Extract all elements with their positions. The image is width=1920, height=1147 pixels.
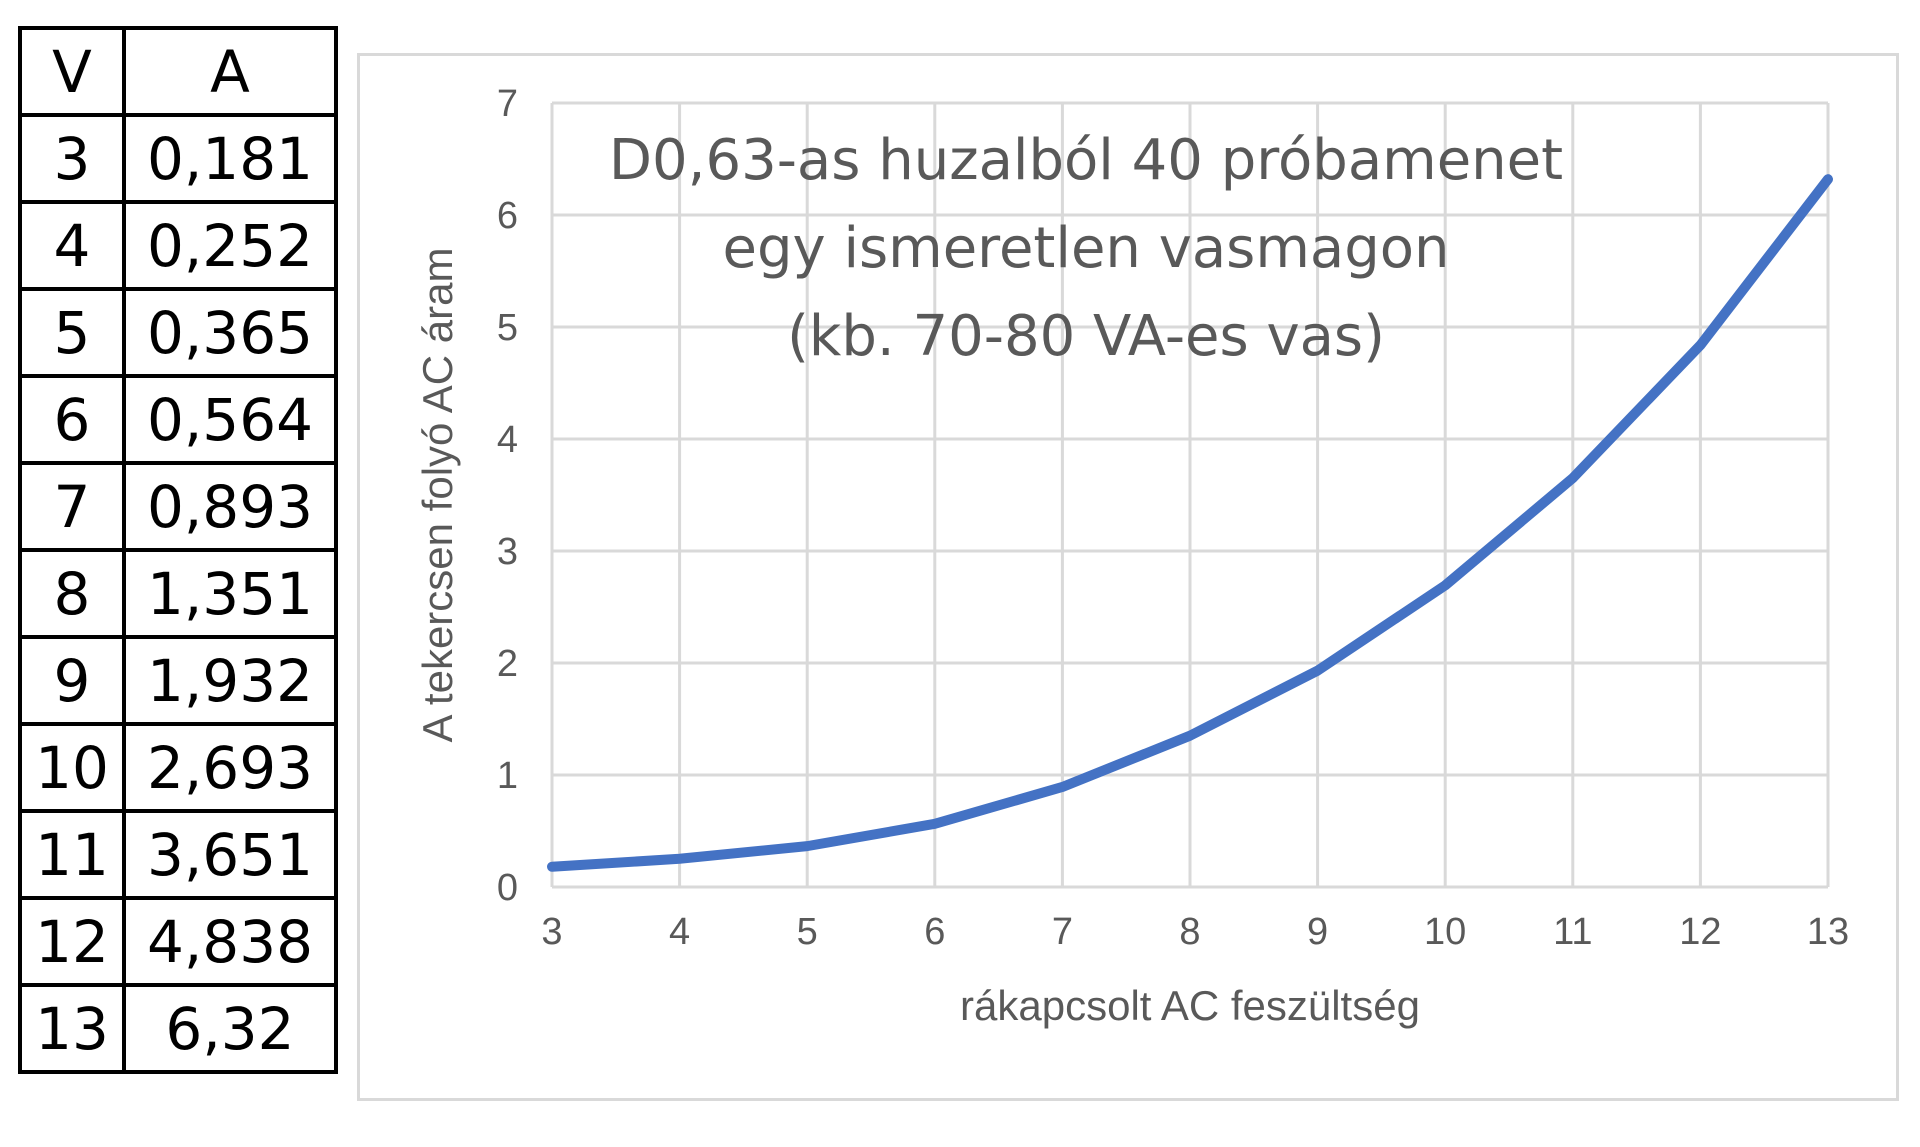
x-tick-label: 12 [1679, 911, 1721, 953]
cell-current: 0,365 [122, 287, 338, 378]
x-tick-label: 11 [1553, 911, 1592, 953]
cell-current: 4,838 [122, 896, 338, 987]
cell-current: 0,893 [122, 461, 338, 552]
cell-current: 0,564 [122, 374, 338, 465]
cell-current: 3,651 [122, 809, 338, 900]
cell-voltage: 3 [18, 113, 126, 204]
cell-current: 6,32 [122, 983, 338, 1074]
cell-current: 1,932 [122, 635, 338, 726]
data-table: V A 3 0,181 4 0,252 5 0,365 6 0,564 7 0,893 8 1,351… [18, 26, 338, 1074]
x-axis-title: rákapcsolt AC feszültség [960, 982, 1420, 1029]
table-row: 10 2,693 [18, 722, 338, 813]
chart-title-line-3: (kb. 70-80 VA-es vas) [787, 304, 1385, 369]
table-row: 9 1,932 [18, 635, 338, 726]
y-tick-label: 3 [497, 531, 518, 573]
chart-title-line-2: egy ismeretlen vasmagon [723, 216, 1450, 281]
table-row: 11 3,651 [18, 809, 338, 900]
y-tick-labels: 0 1 2 3 4 5 6 7 [497, 83, 518, 909]
y-tick-label: 7 [497, 83, 518, 125]
x-tick-label: 6 [924, 911, 945, 953]
y-tick-label: 6 [497, 195, 518, 237]
cell-current: 0,252 [122, 200, 338, 291]
x-tick-label: 4 [669, 911, 690, 953]
x-tick-label: 3 [541, 911, 562, 953]
y-tick-label: 2 [497, 643, 518, 685]
y-tick-label: 0 [497, 867, 518, 909]
x-tick-label: 10 [1424, 911, 1466, 953]
grid-lines [550, 101, 1830, 889]
table-row: 4 0,252 [18, 200, 338, 291]
table-row: 8 1,351 [18, 548, 338, 639]
cell-voltage: 6 [18, 374, 126, 465]
cell-voltage: 13 [18, 983, 126, 1074]
y-axis-title: A tekercsen folyó AC áram [414, 248, 461, 743]
cell-voltage: 7 [18, 461, 126, 552]
table-row: 5 0,365 [18, 287, 338, 378]
chart-title-line-1: D0,63-as huzalból 40 próbamenet [609, 128, 1563, 193]
table-row: 7 0,893 [18, 461, 338, 552]
x-tick-label: 9 [1307, 911, 1328, 953]
cell-current: 1,351 [122, 548, 338, 639]
table-header-row: V A [18, 26, 338, 117]
cell-voltage: 9 [18, 635, 126, 726]
table-row: 13 6,32 [18, 983, 338, 1074]
cell-current: 2,693 [122, 722, 338, 813]
x-tick-label: 7 [1052, 911, 1073, 953]
y-tick-label: 4 [497, 419, 518, 461]
cell-voltage: 8 [18, 548, 126, 639]
cell-voltage: 10 [18, 722, 126, 813]
y-tick-label: 5 [497, 307, 518, 349]
cell-current: 0,181 [122, 113, 338, 204]
table-row: 12 4,838 [18, 896, 338, 987]
x-tick-label: 13 [1807, 911, 1849, 953]
x-tick-label: 8 [1179, 911, 1200, 953]
x-tick-label: 5 [797, 911, 818, 953]
series-line [547, 174, 1833, 872]
cell-voltage: 12 [18, 896, 126, 987]
cell-voltage: 4 [18, 200, 126, 291]
series-layer [547, 174, 1833, 872]
column-header-voltage: V [18, 26, 126, 117]
y-tick-label: 1 [497, 755, 518, 797]
cell-voltage: 11 [18, 809, 126, 900]
cell-voltage: 5 [18, 287, 126, 378]
table-row: 3 0,181 [18, 113, 338, 204]
table-row: 6 0,564 [18, 374, 338, 465]
x-tick-labels: 3 4 5 6 7 8 9 10 11 12 13 [541, 911, 1849, 953]
column-header-current: A [122, 26, 338, 117]
